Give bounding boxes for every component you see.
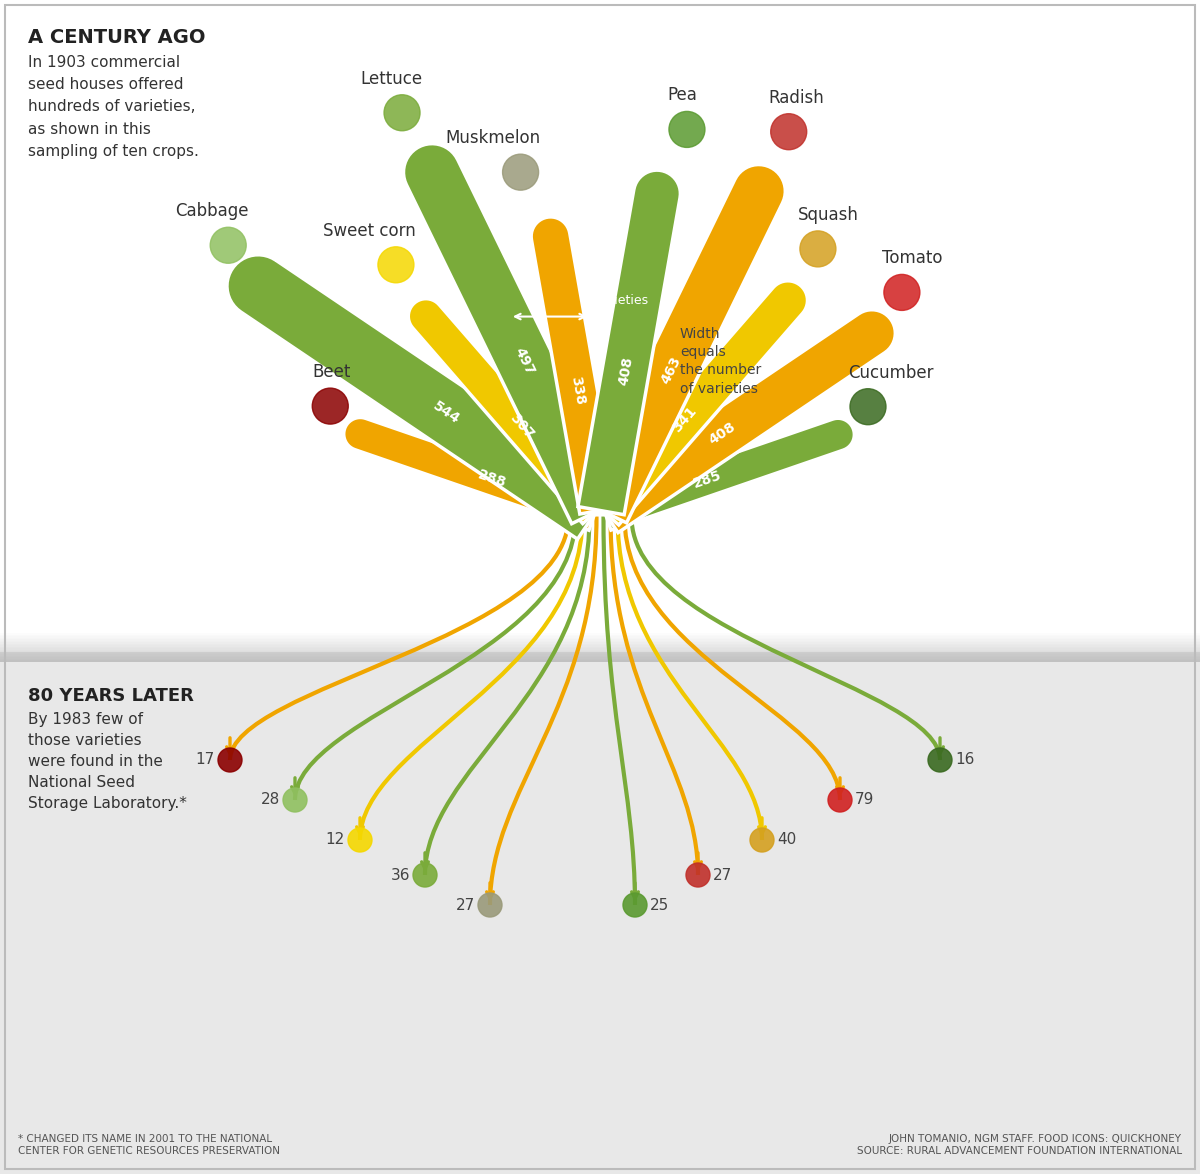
Text: 36: 36: [390, 868, 410, 883]
Text: 338: 338: [569, 375, 587, 406]
Polygon shape: [592, 310, 895, 533]
Text: Sweet corn: Sweet corn: [323, 222, 416, 239]
Circle shape: [668, 112, 704, 148]
Circle shape: [210, 228, 246, 263]
Text: 79: 79: [854, 792, 875, 808]
Bar: [0, 649, 1200, 652]
Text: 341: 341: [670, 404, 700, 434]
Text: 285: 285: [691, 468, 724, 491]
Circle shape: [503, 154, 539, 190]
Text: Width
equals
the number
of varieties: Width equals the number of varieties: [680, 326, 761, 396]
Text: 16: 16: [955, 753, 974, 768]
Bar: [0, 648, 1200, 649]
Circle shape: [378, 247, 414, 283]
Text: 12: 12: [325, 832, 346, 848]
Text: 544: 544: [430, 399, 462, 427]
Circle shape: [413, 863, 437, 888]
Bar: [0, 632, 1200, 633]
Text: 288: 288: [476, 468, 509, 491]
Bar: [0, 637, 1200, 639]
Bar: [0, 647, 1200, 648]
Text: 28: 28: [260, 792, 280, 808]
Polygon shape: [403, 143, 623, 524]
Polygon shape: [532, 217, 618, 514]
Bar: [0, 655, 1200, 657]
Bar: [0, 645, 1200, 647]
Circle shape: [218, 748, 242, 772]
Text: 497
varieties: 497 varieties: [595, 277, 649, 306]
Circle shape: [384, 95, 420, 130]
Circle shape: [770, 114, 806, 150]
Polygon shape: [589, 281, 808, 525]
Polygon shape: [227, 255, 612, 539]
Circle shape: [928, 748, 952, 772]
Polygon shape: [600, 418, 854, 531]
Text: Tomato: Tomato: [882, 249, 942, 268]
Text: Pea: Pea: [667, 87, 697, 104]
Circle shape: [828, 788, 852, 812]
Bar: [0, 654, 1200, 655]
Text: Lettuce: Lettuce: [360, 69, 422, 88]
Text: 408: 408: [707, 420, 738, 448]
Polygon shape: [408, 298, 610, 524]
Text: Cucumber: Cucumber: [848, 364, 934, 382]
Bar: [0, 653, 1200, 654]
Text: 497: 497: [511, 345, 538, 378]
Text: 307: 307: [506, 411, 536, 441]
Circle shape: [283, 788, 307, 812]
Text: 25: 25: [650, 897, 670, 912]
Circle shape: [884, 275, 920, 310]
Text: Muskmelon: Muskmelon: [445, 129, 540, 147]
Bar: [0, 652, 1200, 653]
Text: A CENTURY AGO: A CENTURY AGO: [28, 28, 205, 47]
Text: Squash: Squash: [798, 205, 859, 224]
Circle shape: [348, 828, 372, 852]
Text: 463: 463: [659, 355, 684, 386]
Text: 27: 27: [456, 897, 475, 912]
Text: 408: 408: [617, 356, 635, 386]
Circle shape: [800, 231, 836, 266]
Text: Beet: Beet: [312, 363, 350, 382]
Bar: [0, 0, 1200, 652]
Text: 40: 40: [778, 832, 797, 848]
Text: 27: 27: [713, 868, 732, 883]
Circle shape: [750, 828, 774, 852]
Circle shape: [478, 893, 502, 917]
Text: Radish: Radish: [769, 89, 824, 107]
Text: By 1983 few of
those varieties
were found in the
National Seed
Storage Laborator: By 1983 few of those varieties were foun…: [28, 711, 187, 810]
Circle shape: [850, 389, 886, 425]
Polygon shape: [578, 170, 680, 514]
Bar: [0, 639, 1200, 641]
Bar: [0, 657, 1200, 659]
Text: 17: 17: [196, 753, 215, 768]
Circle shape: [686, 863, 710, 888]
Text: In 1903 commercial
seed houses offered
hundreds of varieties,
as shown in this
s: In 1903 commercial seed houses offered h…: [28, 55, 199, 158]
Text: * CHANGED ITS NAME IN 2001 TO THE NATIONAL
CENTER FOR GENETIC RESOURCES PRESERVA: * CHANGED ITS NAME IN 2001 TO THE NATION…: [18, 1134, 280, 1156]
Circle shape: [623, 893, 647, 917]
Text: 80 YEARS LATER: 80 YEARS LATER: [28, 687, 194, 704]
Bar: [0, 652, 1200, 1174]
Text: JOHN TOMANIO, NGM STAFF. FOOD ICONS: QUICKHONEY
SOURCE: RURAL ADVANCEMENT FOUNDA: JOHN TOMANIO, NGM STAFF. FOOD ICONS: QUI…: [857, 1134, 1182, 1156]
Text: Cabbage: Cabbage: [175, 202, 248, 221]
Bar: [0, 659, 1200, 660]
Polygon shape: [578, 164, 785, 522]
Bar: [0, 633, 1200, 635]
Circle shape: [312, 389, 348, 424]
Bar: [0, 643, 1200, 645]
Polygon shape: [343, 418, 600, 531]
Bar: [0, 660, 1200, 662]
Bar: [0, 635, 1200, 636]
Bar: [0, 636, 1200, 637]
Bar: [0, 641, 1200, 642]
Bar: [0, 642, 1200, 643]
